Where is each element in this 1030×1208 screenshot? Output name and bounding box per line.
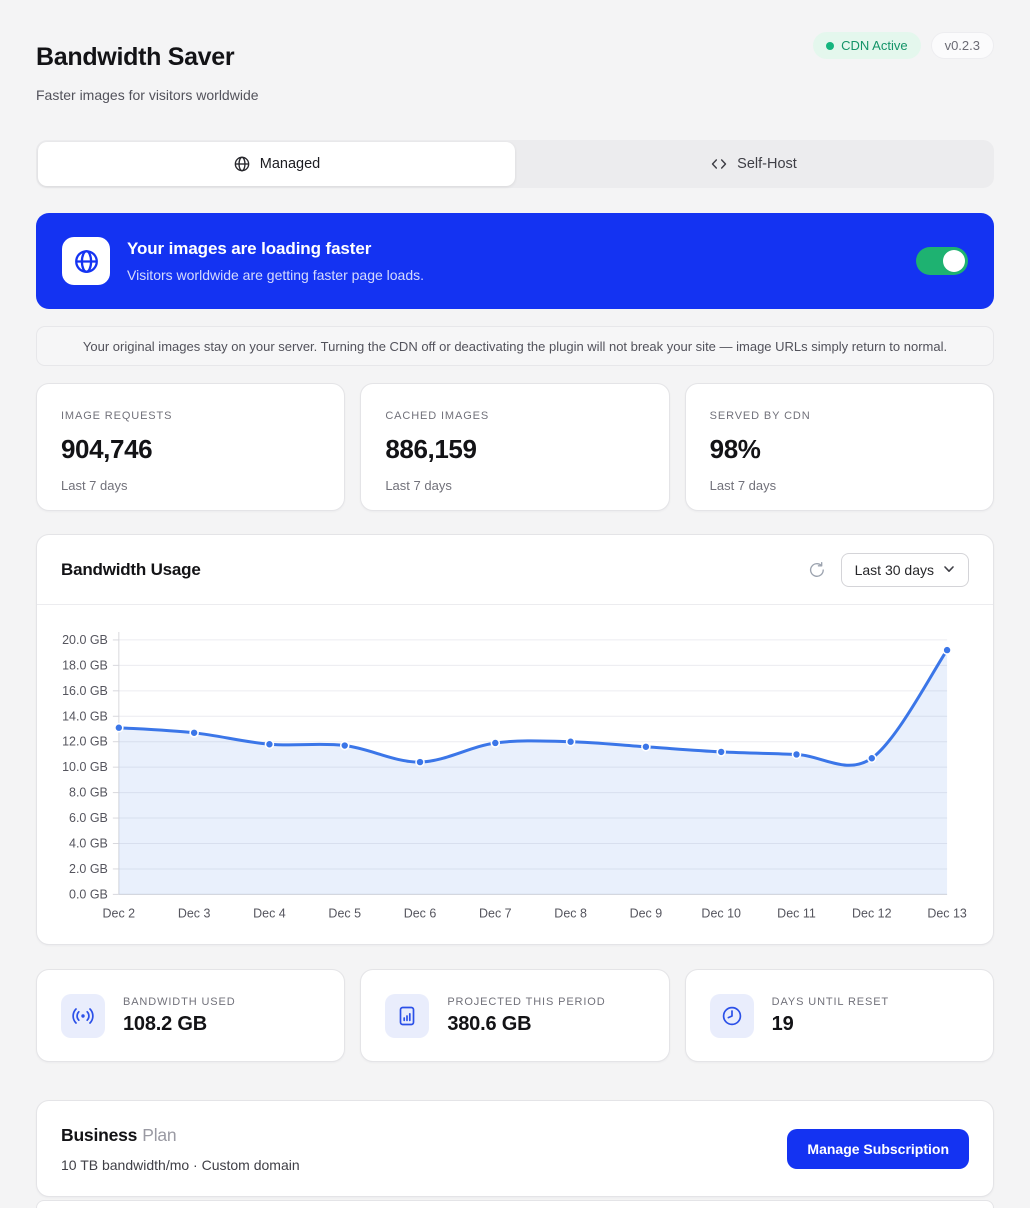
stat-value: 904,746 [61, 434, 153, 464]
globe-icon [62, 237, 110, 285]
stat-label: IMAGE REQUESTS [61, 410, 173, 422]
cdn-status-label: CDN Active [841, 38, 908, 53]
page-title: Bandwidth Saver [36, 43, 235, 71]
stats-row: IMAGE REQUESTS 904,746 Last 7 days CACHE… [36, 383, 994, 511]
stat-caption: Last 7 days [385, 478, 452, 493]
stat-card-cached-images: CACHED IMAGES 886,159 Last 7 days [360, 383, 670, 511]
chart-title: Bandwidth Usage [61, 559, 201, 579]
svg-text:Dec 6: Dec 6 [404, 906, 437, 920]
svg-text:Dec 11: Dec 11 [777, 906, 816, 920]
svg-text:8.0 GB: 8.0 GB [69, 786, 108, 800]
svg-text:Dec 8: Dec 8 [554, 906, 587, 920]
plan-info: Business Plan 10 TB bandwidth/mo · Custom… [61, 1125, 300, 1173]
mini-value: 108.2 GB [123, 1012, 208, 1035]
manage-subscription-button[interactable]: Manage Subscription [787, 1128, 969, 1169]
svg-text:Dec 9: Dec 9 [630, 906, 663, 920]
plan-name-value: Business [61, 1124, 138, 1145]
svg-text:Dec 7: Dec 7 [479, 906, 512, 920]
stat-caption: Last 7 days [709, 478, 777, 493]
tab-self-host[interactable]: Self-Host [515, 142, 992, 186]
mini-text: DAYS UNTIL RESET 19 [772, 996, 889, 1036]
stat-label: CACHED IMAGES [385, 410, 490, 422]
range-select[interactable]: Last 30 days [840, 552, 969, 587]
bandwidth-line-chart: 0.0 GB 2.0 GB 4.0 GB 6.0 GB 8.0 GB 10.0 GB 12.… [62, 631, 967, 920]
mini-label: PROJECTED THIS PERIOD [447, 995, 606, 1008]
status-dot-icon [826, 41, 835, 50]
mini-label: BANDWIDTH USED [123, 995, 236, 1008]
svg-text:10.0 GB: 10.0 GB [62, 760, 108, 774]
svg-text:12.0 GB: 12.0 GB [62, 735, 108, 749]
bandwidth-usage-card: Bandwidth Usage Last 30 days 0.0 GB 2.0 G… [36, 534, 994, 946]
svg-text:20.0 GB: 20.0 GB [62, 633, 108, 647]
range-select-value: Last 30 days [854, 561, 934, 578]
cdn-toggle[interactable] [916, 247, 968, 275]
mini-value: 19 [771, 1012, 794, 1035]
tab-managed[interactable]: Managed [38, 142, 515, 186]
tab-managed-label: Managed [259, 156, 321, 172]
plan-card: Business Plan 10 TB bandwidth/mo · Custom… [36, 1100, 994, 1198]
mini-label: DAYS UNTIL RESET [771, 995, 890, 1008]
banner-subtitle: Visitors worldwide are getting faster pa… [127, 267, 425, 283]
svg-text:Dec 5: Dec 5 [328, 906, 361, 920]
stat-label: SERVED BY CDN [709, 410, 811, 422]
plan-features: 10 TB bandwidth/mo · Custom domain [61, 1156, 300, 1173]
svg-text:0.0 GB: 0.0 GB [69, 887, 108, 901]
svg-text:6.0 GB: 6.0 GB [69, 811, 108, 825]
svg-text:Dec 3: Dec 3 [178, 906, 211, 920]
svg-text:Dec 2: Dec 2 [103, 906, 136, 920]
svg-text:2.0 GB: 2.0 GB [69, 862, 108, 876]
header-badges: CDN Active v0.2.3 [813, 32, 994, 59]
header-titles: Bandwidth Saver Faster images for visito… [36, 30, 259, 103]
svg-text:14.0 GB: 14.0 GB [62, 709, 108, 723]
svg-text:4.0 GB: 4.0 GB [69, 836, 108, 850]
toggle-knob [943, 250, 965, 272]
mini-stats-row: BANDWIDTH USED 108.2 GB PROJECTED THIS P… [36, 969, 994, 1063]
mode-tabs: Managed Self-Host [36, 140, 994, 188]
clock-icon [709, 993, 754, 1038]
plan-name-suffix: Plan [142, 1124, 177, 1145]
mini-value: 380.6 GB [447, 1012, 532, 1035]
svg-text:Dec 4: Dec 4 [253, 906, 286, 920]
plan-name: Business Plan [61, 1125, 300, 1146]
page-header: Bandwidth Saver Faster images for visito… [36, 30, 994, 103]
svg-text:Dec 10: Dec 10 [701, 906, 741, 920]
stat-value: 886,159 [385, 434, 477, 464]
stat-card-served-by-cdn: SERVED BY CDN 98% Last 7 days [684, 383, 994, 511]
svg-text:18.0 GB: 18.0 GB [62, 658, 108, 672]
mini-text: PROJECTED THIS PERIOD 380.6 GB [447, 996, 605, 1036]
cdn-status-banner: Your images are loading faster Visitors … [36, 213, 994, 309]
banner-text: Your images are loading faster Visitors … [127, 239, 916, 283]
version-badge: v0.2.3 [930, 32, 994, 59]
refresh-icon[interactable] [802, 555, 832, 585]
mini-card-projected: PROJECTED THIS PERIOD 380.6 GB [360, 969, 670, 1063]
chart-body: 0.0 GB 2.0 GB 4.0 GB 6.0 GB 8.0 GB 10.0 GB 12.… [37, 605, 993, 944]
code-icon [710, 155, 728, 173]
tab-self-host-label: Self-Host [737, 156, 797, 172]
next-card-cutoff [36, 1200, 994, 1208]
chevron-down-icon [943, 562, 955, 578]
banner-title: Your images are loading faster [127, 239, 372, 258]
stat-caption: Last 7 days [61, 478, 128, 493]
mini-text: BANDWIDTH USED 108.2 GB [123, 996, 236, 1036]
cdn-status-badge: CDN Active [813, 32, 921, 59]
globe-icon [233, 155, 251, 173]
stat-value: 98% [709, 434, 761, 464]
svg-text:Dec 12: Dec 12 [852, 906, 892, 920]
stat-card-image-requests: IMAGE REQUESTS 904,746 Last 7 days [36, 383, 346, 511]
mini-card-days-until-reset: DAYS UNTIL RESET 19 [684, 969, 994, 1063]
reassurance-note: Your original images stay on your server… [36, 326, 994, 366]
page-subtitle: Faster images for visitors worldwide [36, 87, 259, 103]
chart-header: Bandwidth Usage Last 30 days [37, 535, 993, 605]
mini-card-bandwidth-used: BANDWIDTH USED 108.2 GB [36, 969, 346, 1063]
svg-text:Dec 13: Dec 13 [927, 906, 967, 920]
svg-text:16.0 GB: 16.0 GB [62, 684, 108, 698]
signal-icon [61, 993, 105, 1038]
bar-chart-icon [385, 993, 430, 1038]
